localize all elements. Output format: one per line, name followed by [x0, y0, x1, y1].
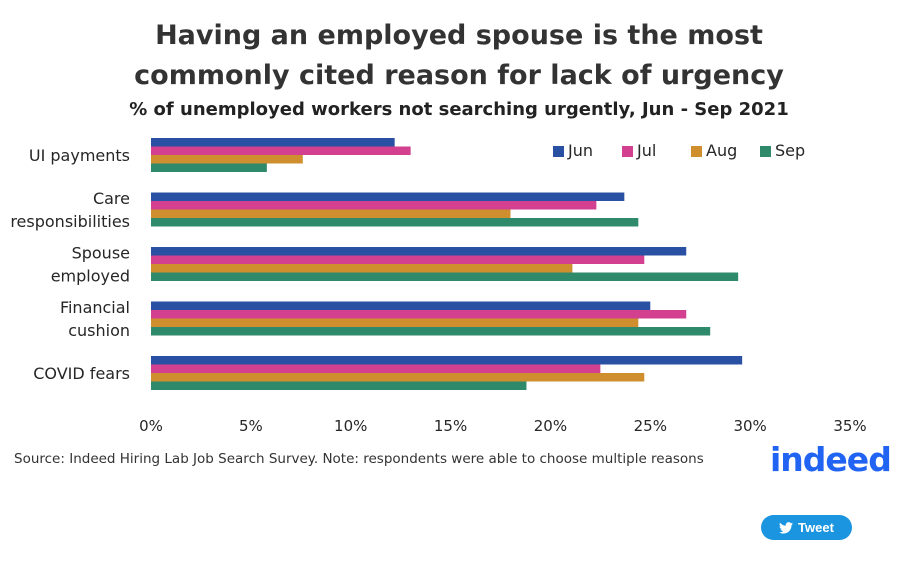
chart-subtitle: % of unemployed workers not searching ur… [129, 99, 789, 120]
bar-sep [151, 218, 639, 227]
x-tick-label: 10% [334, 417, 367, 435]
bar-sep [151, 272, 739, 281]
bar-jun [151, 301, 651, 310]
category-label: cushion [68, 321, 130, 340]
category-label: Spouse [72, 244, 130, 263]
bar-chart: UI payments Care responsibilities Spouse emp… [10, 138, 867, 435]
legend-swatch-aug [691, 146, 702, 157]
legend-label: Aug [706, 141, 737, 160]
category-label: employed [51, 267, 130, 286]
category-label: responsibilities [10, 212, 130, 231]
bar-sep [151, 327, 711, 336]
category-label: UI payments [29, 146, 130, 165]
source-note: Source: Indeed Hiring Lab Job Search Sur… [14, 451, 704, 467]
legend-swatch-jun [553, 146, 564, 157]
indeed-logo: indeed [770, 440, 892, 479]
tweet-button[interactable]: Tweet [761, 515, 852, 540]
bar-jul [151, 364, 601, 373]
x-tick-label: 15% [434, 417, 467, 435]
bar-aug [151, 318, 639, 327]
bar-jul [151, 201, 597, 210]
x-tick-label: 20% [534, 417, 567, 435]
bar-jul [151, 146, 411, 155]
twitter-bird-icon [779, 521, 794, 534]
chart-title-line-1: Having an employed spouse is the most [155, 20, 763, 51]
category-label: COVID fears [33, 364, 130, 383]
x-tick-label: 5% [239, 417, 263, 435]
bar-jun [151, 356, 743, 365]
x-tick-label: 35% [833, 417, 866, 435]
tweet-label: Tweet [798, 520, 834, 535]
bar-sep [151, 381, 527, 390]
bar-aug [151, 209, 511, 218]
x-tick-label: 25% [634, 417, 667, 435]
bar-jun [151, 247, 687, 256]
category-label: Financial [60, 298, 130, 317]
bar-aug [151, 264, 573, 273]
legend-swatch-sep [760, 146, 771, 157]
category-label: Care [93, 189, 130, 208]
chart-title-line-2: commonly cited reason for lack of urgenc… [134, 60, 784, 91]
legend-label: Sep [775, 141, 805, 160]
bar-aug [151, 155, 303, 164]
x-tick-label: 30% [733, 417, 766, 435]
bar-jul [151, 310, 687, 319]
legend-swatch-jul [622, 146, 633, 157]
legend-label: Jul [636, 141, 656, 160]
x-tick-label: 0% [139, 417, 163, 435]
bar-aug [151, 373, 645, 382]
bar-jul [151, 255, 645, 264]
legend-label: Jun [567, 141, 593, 160]
bar-jun [151, 192, 625, 201]
bar-sep [151, 163, 267, 172]
bar-jun [151, 138, 395, 147]
